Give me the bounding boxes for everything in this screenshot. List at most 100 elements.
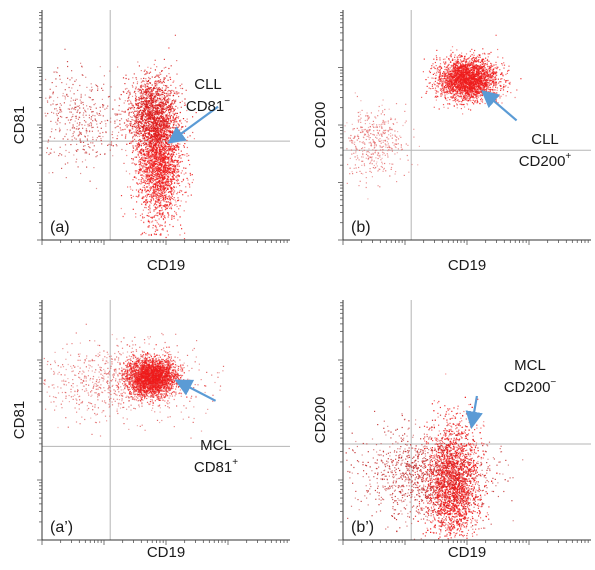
data-point: [166, 121, 169, 123]
data-point: [155, 141, 157, 143]
data-point: [180, 172, 182, 174]
data-point: [164, 203, 167, 206]
data-point: [143, 231, 145, 234]
data-point: [163, 159, 165, 161]
data-point: [91, 111, 93, 113]
data-point: [125, 124, 127, 127]
data-point: [127, 186, 129, 188]
data-point: [157, 104, 159, 106]
data-point: [159, 170, 161, 173]
data-point: [71, 139, 73, 141]
data-point: [90, 108, 92, 110]
data-point: [148, 155, 150, 157]
data-point: [138, 139, 140, 141]
data-point: [160, 195, 162, 197]
data-point: [132, 86, 134, 88]
data-point: [180, 122, 183, 124]
data-point: [137, 125, 139, 127]
data-point: [112, 145, 114, 147]
data-point: [165, 171, 167, 174]
data-point: [139, 188, 141, 190]
data-point: [71, 116, 73, 118]
data-point: [167, 216, 169, 218]
data-point: [163, 149, 165, 151]
data-point: [87, 143, 89, 145]
data-point: [154, 186, 156, 188]
data-point: [161, 193, 163, 195]
data-point: [142, 217, 144, 219]
data-point: [162, 196, 164, 198]
data-point: [457, 101, 460, 103]
data-point: [96, 113, 98, 115]
data-point: [128, 99, 130, 101]
data-point: [164, 107, 166, 109]
data-point: [144, 144, 146, 146]
data-point: [145, 103, 148, 105]
data-point: [173, 99, 175, 101]
data-point: [181, 83, 183, 85]
data-point: [148, 168, 150, 170]
data-point: [164, 172, 166, 174]
data-point: [142, 167, 144, 169]
data-point: [159, 101, 161, 103]
data-point: [174, 171, 176, 173]
data-point: [130, 108, 132, 110]
data-point: [143, 201, 145, 203]
data-point: [179, 191, 181, 193]
data-point: [137, 117, 139, 119]
data-point: [160, 143, 162, 145]
data-point: [77, 166, 79, 168]
data-point: [146, 186, 148, 188]
data-point: [163, 194, 165, 196]
data-point: [163, 174, 165, 176]
data-point: [185, 201, 187, 203]
data-point: [62, 138, 64, 140]
data-point: [166, 139, 168, 141]
data-point: [137, 61, 139, 63]
data-point: [132, 189, 134, 191]
data-point: [75, 161, 77, 163]
data-point: [142, 116, 144, 118]
data-point: [150, 155, 153, 157]
data-point: [158, 148, 160, 150]
data-point: [161, 116, 163, 118]
data-point: [69, 104, 71, 106]
data-point: [176, 60, 178, 62]
data-point: [159, 190, 161, 192]
data-point: [141, 154, 144, 156]
data-point: [89, 147, 91, 149]
data-point: [141, 197, 143, 199]
data-point: [174, 156, 176, 158]
data-point: [175, 172, 177, 175]
data-point: [89, 106, 91, 108]
data-point: [168, 168, 170, 171]
data-point: [181, 228, 183, 230]
data-point: [171, 204, 173, 206]
data-point: [65, 133, 67, 135]
data-point: [151, 102, 153, 104]
data-point: [177, 165, 179, 167]
data-point: [157, 154, 159, 156]
data-point: [126, 120, 128, 122]
data-point: [76, 125, 78, 128]
data-point: [84, 110, 86, 112]
data-point: [168, 144, 170, 146]
data-point: [168, 130, 170, 132]
data-point: [70, 97, 72, 99]
data-point: [142, 124, 145, 126]
data-point: [135, 102, 137, 104]
data-point: [141, 156, 144, 158]
data-point: [147, 106, 149, 109]
data-point: [139, 150, 141, 153]
data-point: [59, 103, 61, 105]
data-point: [165, 138, 167, 140]
data-point: [149, 211, 151, 213]
data-point: [83, 149, 85, 151]
data-point: [147, 135, 149, 138]
data-point: [456, 56, 458, 58]
data-point: [148, 78, 150, 80]
data-point: [173, 174, 175, 176]
data-point: [169, 98, 171, 100]
data-point: [151, 140, 153, 142]
data-point: [159, 166, 162, 169]
